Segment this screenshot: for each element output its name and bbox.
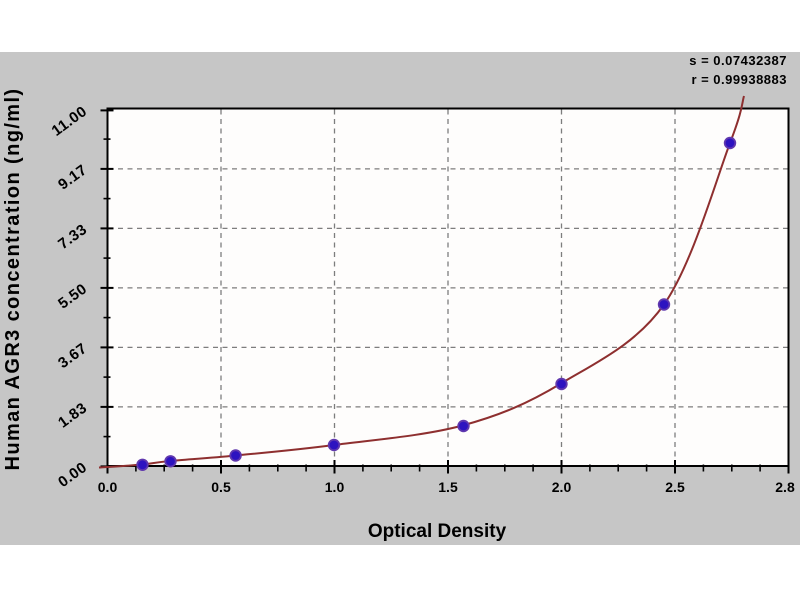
svg-text:r = 0.99938883: r = 0.99938883 (691, 72, 787, 87)
svg-text:1.5: 1.5 (438, 479, 458, 495)
svg-text:s = 0.07432387: s = 0.07432387 (689, 53, 787, 68)
svg-text:2.8: 2.8 (775, 479, 795, 495)
svg-text:Human AGR3 concentration (ng/: Human AGR3 concentration (ng/ml) (2, 88, 24, 471)
svg-text:Optical Density: Optical Density (368, 521, 507, 542)
svg-text:0.5: 0.5 (211, 479, 231, 495)
svg-text:2.0: 2.0 (552, 479, 572, 495)
svg-text:2.5: 2.5 (665, 479, 685, 495)
svg-text:0.0: 0.0 (98, 479, 118, 495)
svg-text:1.0: 1.0 (325, 479, 345, 495)
